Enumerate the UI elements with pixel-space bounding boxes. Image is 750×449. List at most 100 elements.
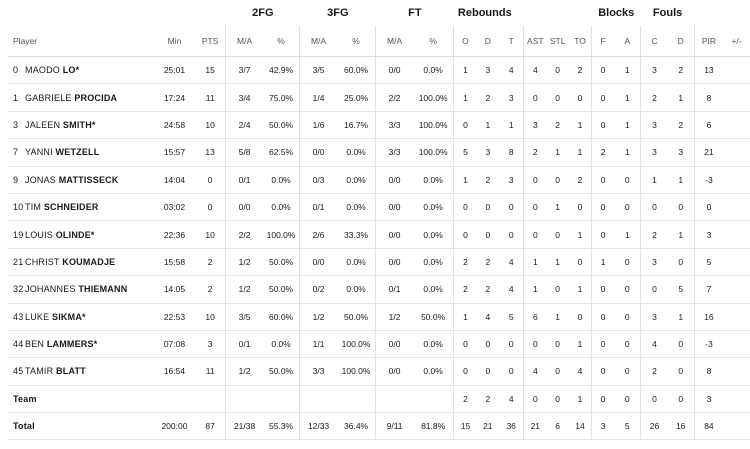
stat-pts — [195, 385, 226, 414]
stat-fouls-drawn: 0 — [667, 385, 695, 414]
stat-steals: 1 — [546, 138, 569, 167]
stat-rebounds-defensive: 21 — [476, 412, 500, 441]
stat-3fg-made-attempted: 0/1 — [299, 193, 337, 222]
stat-pir: -3 — [693, 166, 724, 194]
stat-2fg-made-attempted: 5/8 — [225, 138, 263, 167]
stat-rebounds-total: 1 — [499, 111, 524, 140]
player-first-name: LUKE — [25, 311, 50, 322]
stat-turnovers: 1 — [568, 275, 592, 304]
stat-2fg-pct: 0.0% — [262, 193, 300, 222]
stat-assists: 4 — [523, 357, 547, 386]
col-header-ft-ma: M/A — [375, 26, 413, 57]
player-name-cell: 44 BEN LAMMERS* — [8, 330, 154, 359]
col-header-pir: PIR — [693, 26, 724, 57]
stat-fouls-drawn: 1 — [667, 303, 695, 331]
player-name-cell: 0 MAODO LO* — [8, 56, 154, 85]
stat-blocks-against: 0 — [614, 166, 641, 194]
stat-3fg-made-attempted — [299, 385, 337, 414]
stat-blocks-against: 5 — [614, 412, 641, 441]
stat-3fg-pct: 0.0% — [336, 275, 376, 304]
stat-3fg-pct: 0.0% — [336, 138, 376, 167]
stat-3fg-pct: 16.7% — [336, 111, 376, 140]
stat-ft-pct: 100.0% — [412, 83, 454, 112]
stat-blocks-for: 0 — [591, 56, 615, 85]
stat-blocks-for: 0 — [591, 303, 615, 331]
stat-plus-minus — [723, 248, 750, 277]
stat-ft-pct: 0.0% — [412, 275, 454, 304]
col-header-foul-c: C — [640, 26, 668, 57]
stat-assists: 3 — [523, 111, 547, 140]
stat-3fg-pct: 36.4% — [336, 412, 376, 441]
stat-3fg-made-attempted: 1/1 — [299, 330, 337, 359]
stat-pts: 10 — [195, 111, 226, 140]
stat-fouls-committed: 26 — [640, 412, 668, 441]
stat-assists: 6 — [523, 303, 547, 331]
stat-rebounds-defensive: 2 — [476, 248, 500, 277]
stat-2fg-pct — [262, 385, 300, 414]
stat-rebounds-total: 0 — [499, 357, 524, 386]
stat-blocks-against: 1 — [614, 220, 641, 249]
col-header-stl: STL — [546, 26, 569, 57]
stat-assists: 21 — [523, 412, 547, 441]
stat-plus-minus — [723, 193, 750, 222]
stat-2fg-pct: 62.5% — [262, 138, 300, 167]
stat-ft-made-attempted: 3/3 — [375, 111, 413, 140]
stat-ft-pct: 50.0% — [412, 303, 454, 331]
player-last-name: LO* — [62, 65, 80, 76]
stat-turnovers: 1 — [568, 138, 592, 167]
stat-steals: 1 — [546, 193, 569, 222]
stat-blocks-for: 1 — [591, 248, 615, 277]
player-number: 0 — [13, 65, 19, 76]
stat-3fg-made-attempted: 2/6 — [299, 220, 337, 249]
player-name-cell: 45 TAMIR BLATT — [8, 357, 154, 386]
stat-rebounds-defensive: 2 — [476, 385, 500, 414]
stat-rebounds-total: 3 — [499, 166, 524, 194]
group-header-ft: FT — [408, 7, 422, 19]
stat-ft-pct: 0.0% — [412, 193, 454, 222]
player-number: 43 — [13, 311, 24, 322]
stat-plus-minus — [723, 220, 750, 249]
stat-assists: 0 — [523, 166, 547, 194]
col-header-ast: AST — [523, 26, 547, 57]
stat-3fg-made-attempted: 3/3 — [299, 357, 337, 386]
stat-2fg-pct: 0.0% — [262, 330, 300, 359]
stat-plus-minus — [723, 166, 750, 194]
stat-ft-pct: 100.0% — [412, 111, 454, 140]
group-header-2fg: 2FG — [252, 7, 274, 19]
player-number: 7 — [13, 147, 19, 158]
stat-rebounds-total: 4 — [499, 56, 524, 85]
stat-ft-pct: 0.0% — [412, 248, 454, 277]
stat-3fg-pct: 100.0% — [336, 357, 376, 386]
stat-ft-made-attempted: 0/0 — [375, 56, 413, 85]
stat-rebounds-total: 0 — [499, 220, 524, 249]
player-row: 32 JOHANNES THIEMANN 14:05 2 1/2 50.0% 0/2 0.0%… — [8, 275, 750, 304]
stat-3fg-made-attempted: 3/5 — [299, 56, 337, 85]
stat-min: 24:58 — [153, 111, 195, 140]
box-score-table: 2FG 3FG FT Rebounds Blocks Fouls Player … — [8, 0, 750, 441]
player-number: 9 — [13, 174, 19, 185]
col-header-pts: PTS — [195, 26, 226, 57]
stat-steals: 0 — [546, 83, 569, 112]
stat-2fg-made-attempted: 0/1 — [225, 166, 263, 194]
stat-min: 16:54 — [153, 357, 195, 386]
stat-plus-minus — [723, 56, 750, 85]
stat-blocks-for: 3 — [591, 412, 615, 441]
team-row: Team 2 2 4 0 0 1 0 0 0 0 3 — [8, 385, 750, 414]
stat-pir: 21 — [693, 138, 724, 167]
stat-2fg-made-attempted: 2/2 — [225, 220, 263, 249]
stat-turnovers: 0 — [568, 83, 592, 112]
stat-rebounds-total: 0 — [499, 193, 524, 222]
player-first-name: CHRIST — [25, 256, 60, 267]
player-row: 0 MAODO LO* 25:01 15 3/7 42.9% 3/5 60.0% 0/0 0.0%… — [8, 56, 750, 85]
player-number: 21 — [13, 256, 24, 267]
stat-fouls-drawn: 0 — [667, 357, 695, 386]
total-row-label: Total — [8, 412, 154, 441]
stat-3fg-made-attempted: 12/33 — [299, 412, 337, 441]
player-number: 44 — [13, 339, 24, 350]
stat-fouls-committed: 0 — [640, 275, 668, 304]
stat-pir: 16 — [693, 303, 724, 331]
stat-2fg-made-attempted — [225, 385, 263, 414]
stat-3fg-made-attempted: 0/0 — [299, 138, 337, 167]
stat-fouls-committed: 3 — [640, 138, 668, 167]
player-number: 1 — [13, 92, 19, 103]
